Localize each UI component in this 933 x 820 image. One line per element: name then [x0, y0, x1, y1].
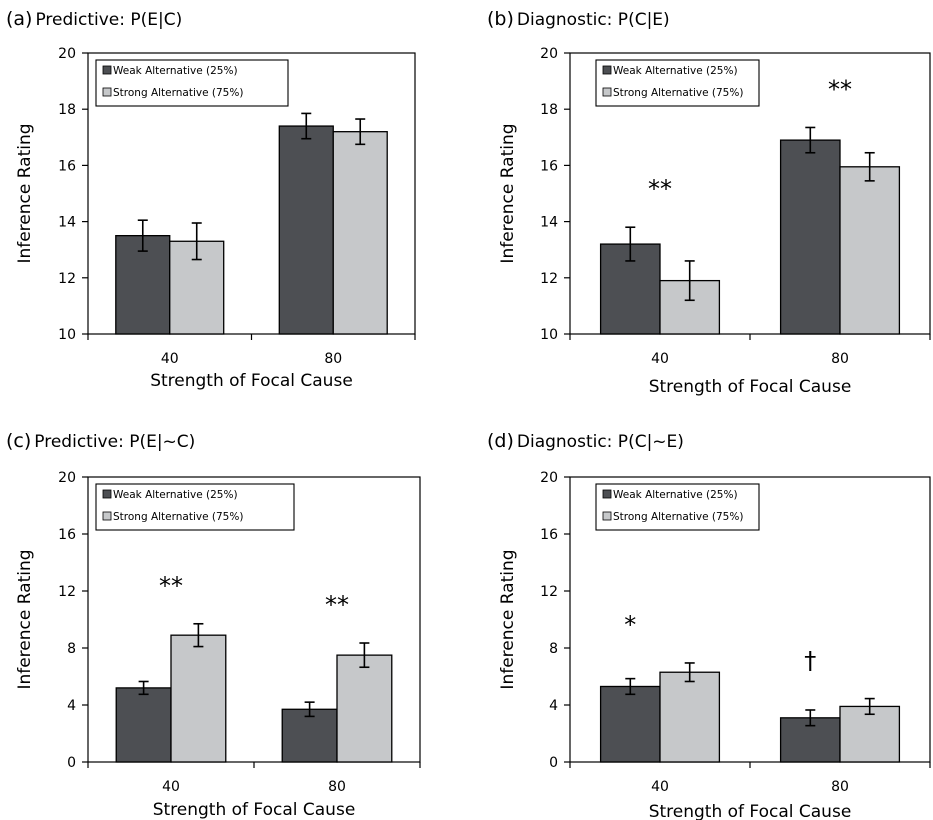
legend-entry: Strong Alternative (75%) [613, 87, 743, 99]
significance-marker: ** [325, 591, 349, 619]
panel-title-text: Diagnostic: P(C|~E) [517, 432, 684, 452]
x-tick-label: 40 [651, 779, 669, 795]
y-tick-label: 20 [540, 46, 558, 62]
legend-swatch-strong [102, 511, 112, 521]
x-tick-label: 80 [831, 779, 849, 795]
x-tick-label: 40 [161, 351, 179, 367]
legend-entry: Weak Alternative (25%) [613, 65, 738, 77]
x-tick-label: 80 [324, 351, 342, 367]
bar-weak [599, 685, 661, 763]
panel-title-text: Predictive: P(E|C) [35, 10, 182, 30]
y-axis-label: Inference Rating [15, 123, 35, 263]
legend-entry: Weak Alternative (25%) [613, 489, 738, 501]
legend-swatch-weak [602, 489, 612, 499]
panel-title: (b) Diagnostic: P(C|E) [487, 8, 670, 30]
panel-title: (a) Predictive: P(E|C) [6, 8, 182, 30]
bar-strong [336, 654, 393, 763]
legend-swatch-weak [602, 65, 612, 75]
y-axis-label: Inference Rating [498, 549, 518, 689]
panel-title-text: Diagnostic: P(C|E) [517, 10, 670, 30]
panel-title: (d) Diagnostic: P(C|~E) [487, 430, 684, 452]
y-tick-label: 16 [540, 158, 558, 174]
panel-title-text: Predictive: P(E|~C) [34, 432, 195, 452]
legend-entry: Weak Alternative (25%) [113, 65, 238, 77]
x-tick-label: 40 [651, 351, 669, 367]
panel-label: (d) [487, 430, 514, 452]
bar-strong [659, 671, 721, 763]
y-tick-label: 14 [540, 215, 558, 231]
legend-swatch-strong [102, 87, 112, 97]
bar-weak [278, 125, 334, 335]
x-tick-label: 80 [831, 351, 849, 367]
bar-weak [779, 139, 841, 335]
y-tick-label: 16 [58, 158, 76, 174]
y-tick-label: 0 [67, 755, 76, 771]
panel-title: (c) Predictive: P(E|~C) [6, 430, 195, 452]
y-tick-label: 10 [58, 327, 76, 343]
bar-strong [170, 634, 227, 763]
x-tick-label: 40 [162, 779, 180, 795]
y-tick-label: 12 [540, 584, 558, 600]
y-tick-label: 20 [540, 470, 558, 486]
y-tick-label: 12 [540, 271, 558, 287]
y-tick-label: 20 [58, 46, 76, 62]
panel-d: 0 4 8 12 16 20 40 * 80 † Strength of Focal Cause In… [498, 470, 931, 820]
x-axis-label: Strength of Focal Cause [649, 377, 852, 397]
legend-swatch-weak [102, 65, 112, 75]
y-tick-label: 10 [540, 327, 558, 343]
y-tick-label: 16 [540, 527, 558, 543]
bar-strong [332, 131, 388, 335]
y-tick-label: 8 [549, 641, 558, 657]
legend-box [595, 59, 760, 107]
legend-box [95, 483, 295, 531]
legend-swatch-weak [102, 489, 112, 499]
bar-strong [839, 166, 901, 335]
legend-entry: Weak Alternative (25%) [113, 489, 238, 501]
x-axis-label: Strength of Focal Cause [153, 800, 356, 820]
panel-a: 10 12 14 16 18 20 40 80 Strength of Focal Cause I… [15, 46, 416, 391]
bar-weak [115, 687, 172, 763]
y-tick-label: 18 [540, 102, 558, 118]
y-tick-label: 20 [58, 470, 76, 486]
x-axis-label: Strength of Focal Cause [649, 802, 852, 820]
x-tick-label: 80 [328, 779, 346, 795]
legend-swatch-strong [602, 87, 612, 97]
legend-entry: Strong Alternative (75%) [113, 87, 243, 99]
panel-label: (a) [6, 8, 32, 30]
y-tick-label: 12 [58, 584, 76, 600]
panel-c: 0 4 8 12 16 20 40 ** 80 ** Strength of Focal Cause… [15, 470, 421, 820]
y-axis-label: Inference Rating [498, 123, 518, 263]
legend-box [595, 483, 760, 531]
bar-weak [281, 708, 338, 763]
y-tick-label: 0 [549, 755, 558, 771]
panel-label: (b) [487, 8, 514, 30]
significance-marker: † [804, 647, 816, 675]
y-tick-label: 4 [549, 698, 558, 714]
y-tick-label: 8 [67, 641, 76, 657]
legend-swatch-strong [602, 511, 612, 521]
y-axis-label: Inference Rating [15, 549, 35, 689]
legend-entry: Strong Alternative (75%) [113, 511, 243, 523]
legend-entry: Strong Alternative (75%) [613, 511, 743, 523]
significance-marker: ** [828, 75, 852, 103]
y-tick-label: 12 [58, 271, 76, 287]
panel-label: (c) [6, 430, 31, 452]
significance-marker: * [624, 611, 636, 639]
significance-marker: ** [648, 175, 672, 203]
y-tick-label: 4 [67, 698, 76, 714]
y-tick-label: 16 [58, 527, 76, 543]
x-axis-label: Strength of Focal Cause [150, 371, 353, 391]
panel-b: 10 12 14 16 18 20 40 ** 80 ** Strength of Focal Ca… [498, 46, 931, 397]
y-tick-label: 18 [58, 102, 76, 118]
significance-marker: ** [159, 572, 183, 600]
legend-box [95, 59, 289, 107]
y-tick-label: 14 [58, 215, 76, 231]
